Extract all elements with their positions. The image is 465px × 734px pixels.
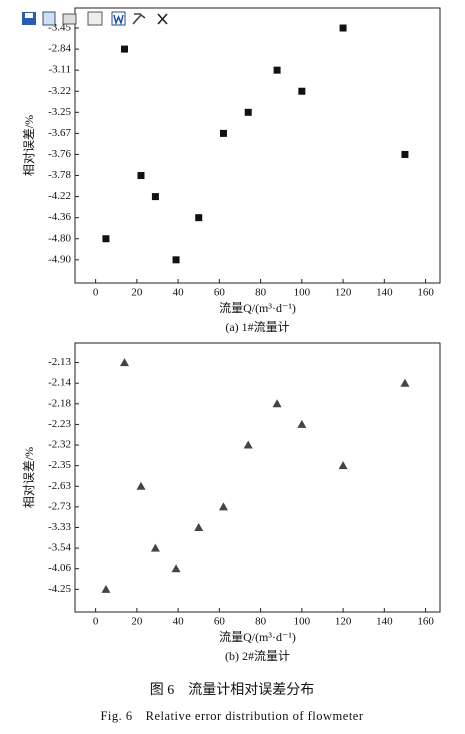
point bbox=[338, 461, 348, 470]
point bbox=[273, 66, 281, 74]
y-axis-label: 相对误差/% bbox=[22, 115, 36, 176]
y-tick-label: -3.76 bbox=[48, 148, 71, 160]
x-tick-label: 40 bbox=[173, 616, 185, 628]
point bbox=[298, 87, 306, 95]
y-tick-label: -4.22 bbox=[48, 190, 71, 202]
y-tick-label: -2.63 bbox=[48, 480, 71, 492]
point bbox=[339, 24, 347, 32]
export-icon[interactable] bbox=[87, 11, 103, 26]
x-tick-label: 120 bbox=[335, 616, 352, 628]
point bbox=[400, 378, 410, 387]
figure-caption: 图 6 流量计相对误差分布 bbox=[150, 682, 315, 698]
x-axis-label: 流量Q/(m³·d⁻¹) bbox=[219, 301, 296, 315]
print-icon[interactable] bbox=[62, 13, 77, 25]
x-tick-label: 140 bbox=[376, 616, 393, 628]
y-tick-label: -4.36 bbox=[48, 211, 71, 223]
x-tick-label: 80 bbox=[255, 616, 267, 628]
x-tick-label: 100 bbox=[294, 616, 311, 628]
plot-frame bbox=[74, 7, 441, 284]
x-tick-label: 0 bbox=[93, 616, 99, 628]
point bbox=[218, 502, 228, 511]
point bbox=[194, 522, 204, 531]
y-tick-label: -3.11 bbox=[48, 64, 71, 76]
point bbox=[171, 564, 181, 573]
y-tick-label: -4.80 bbox=[48, 232, 71, 244]
point bbox=[101, 584, 111, 593]
point bbox=[102, 235, 110, 243]
y-tick-label: -2.18 bbox=[48, 397, 71, 409]
y-tick-label: -2.23 bbox=[48, 418, 71, 430]
x-tick-label: 160 bbox=[417, 616, 434, 628]
y-tick-label: -4.25 bbox=[48, 583, 71, 595]
point bbox=[120, 45, 128, 53]
save-icon-label bbox=[25, 13, 33, 18]
x-tick-label: 160 bbox=[417, 287, 434, 299]
y-tick-label: -3.22 bbox=[48, 85, 71, 97]
y-axis-label: 相对误差/% bbox=[22, 447, 36, 508]
point bbox=[219, 129, 227, 137]
point bbox=[401, 150, 409, 158]
y-tick-label: -2.14 bbox=[48, 377, 71, 389]
point bbox=[272, 399, 282, 408]
y-tick-label: -3.54 bbox=[48, 542, 71, 554]
y-tick-label: -3.33 bbox=[48, 521, 71, 533]
point bbox=[297, 419, 307, 428]
x-tick-label: 80 bbox=[255, 287, 267, 299]
x-tick-label: 60 bbox=[214, 616, 226, 628]
x-tick-label: 120 bbox=[335, 287, 352, 299]
y-tick-label: -2.84 bbox=[48, 43, 71, 55]
point bbox=[244, 108, 252, 116]
point bbox=[243, 440, 253, 449]
x-tick-label: 20 bbox=[131, 287, 143, 299]
point bbox=[151, 193, 159, 201]
close-icon[interactable] bbox=[157, 13, 168, 25]
x-tick-label: 20 bbox=[131, 616, 143, 628]
x-axis-label: 流量Q/(m³·d⁻¹) bbox=[219, 630, 296, 644]
point bbox=[150, 543, 160, 552]
word-icon-glyph bbox=[113, 14, 124, 26]
y-tick-label: -2.32 bbox=[48, 439, 71, 451]
point bbox=[195, 214, 203, 222]
y-tick-label: -3.78 bbox=[48, 169, 71, 181]
x-tick-label: 60 bbox=[214, 287, 226, 299]
point bbox=[136, 481, 146, 490]
y-tick-label: -3.25 bbox=[48, 106, 71, 118]
point bbox=[119, 358, 129, 367]
point bbox=[137, 172, 145, 180]
edit-icon[interactable] bbox=[132, 13, 146, 25]
plot-frame bbox=[74, 342, 441, 613]
x-tick-label: 40 bbox=[173, 287, 185, 299]
point bbox=[172, 256, 180, 264]
caption: (a) 1#流量计 bbox=[225, 320, 289, 334]
y-tick-label: -4.90 bbox=[48, 253, 71, 265]
y-tick-label: -2.13 bbox=[48, 356, 71, 368]
caption: (b) 2#流量计 bbox=[225, 649, 290, 663]
copy-icon[interactable] bbox=[42, 11, 56, 26]
y-tick-label: -2.73 bbox=[48, 500, 71, 512]
y-tick-label: -4.06 bbox=[48, 562, 71, 574]
x-tick-label: 140 bbox=[376, 287, 393, 299]
x-tick-label: 0 bbox=[93, 287, 99, 299]
y-tick-label: -2.35 bbox=[48, 459, 71, 471]
x-tick-label: 100 bbox=[294, 287, 311, 299]
y-tick-label: -3.67 bbox=[48, 127, 71, 139]
toolbar bbox=[22, 11, 168, 26]
figure-caption-en: Fig. 6 Relative error distribution of fl… bbox=[100, 709, 363, 723]
